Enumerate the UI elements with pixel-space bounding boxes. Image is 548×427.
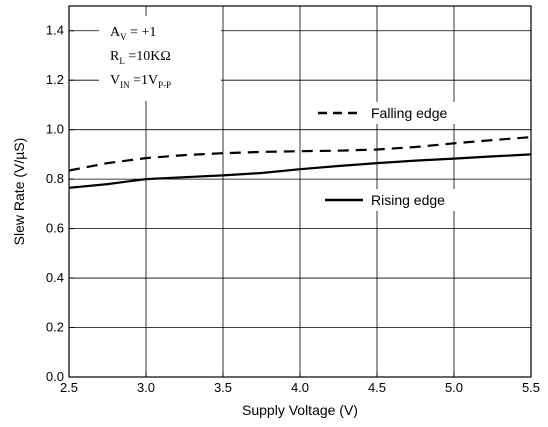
legend-rising-edge-label: Rising edge — [371, 192, 445, 208]
y-axis-label: Slew Rate (V/µS) — [11, 138, 27, 246]
y-tick-label: 1.0 — [46, 122, 64, 137]
x-tick-label: 2.5 — [60, 380, 78, 395]
y-tick-label: 0.8 — [46, 171, 64, 186]
series-line-rising-edge — [68, 153, 532, 189]
condition-line: RL =10KΩ — [110, 49, 171, 66]
legend: Falling edge Rising edge — [318, 105, 447, 208]
x-tick-label: 3.5 — [214, 380, 232, 395]
y-tick-label: 0.6 — [46, 221, 64, 236]
condition-line: AV = +1 — [110, 25, 156, 42]
y-tick-label: 0.2 — [46, 320, 64, 335]
x-tick-label: 4.5 — [368, 380, 386, 395]
y-tick-label: 0.0 — [46, 369, 64, 384]
x-tick-label: 4.0 — [291, 380, 309, 395]
test-conditions: AV = +1 RL =10KΩ VIN =1VP-P — [110, 25, 171, 90]
x-tick-label: 5.0 — [445, 380, 463, 395]
legend-falling-backdrop — [312, 102, 470, 124]
y-tick-label: 0.4 — [46, 270, 64, 285]
condition-line: VIN =1VP-P — [110, 73, 171, 90]
legend-falling-edge-label: Falling edge — [371, 105, 447, 121]
x-tick-label: 3.0 — [137, 380, 155, 395]
axis-ticks: 2.5 3.0 3.5 4.0 4.5 5.0 5.5 0.0 0.2 0.4 0.6 0.8 1.0 1… — [46, 23, 540, 395]
series-lines — [68, 136, 532, 189]
legend-rising-backdrop — [319, 189, 477, 211]
x-tick-label: 5.5 — [522, 380, 540, 395]
conditions-box — [99, 16, 221, 101]
x-axis-label: Supply Voltage (V) — [242, 402, 358, 418]
series-line-falling-edge — [68, 136, 532, 172]
y-tick-label: 1.4 — [46, 23, 64, 38]
y-tick-label: 1.2 — [46, 72, 64, 87]
